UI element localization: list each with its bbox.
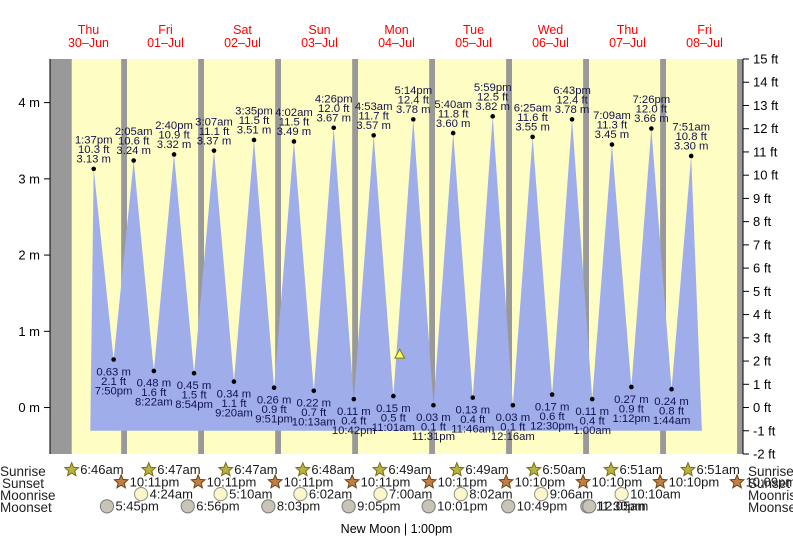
svg-text:3.32 m: 3.32 m bbox=[157, 139, 192, 151]
svg-text:5 ft: 5 ft bbox=[753, 284, 771, 299]
svg-text:6:02am: 6:02am bbox=[309, 486, 352, 501]
svg-text:3.24 m: 3.24 m bbox=[116, 145, 151, 157]
svg-text:8:02am: 8:02am bbox=[469, 486, 512, 501]
svg-text:7:00am: 7:00am bbox=[389, 486, 432, 501]
svg-text:11:46am: 11:46am bbox=[451, 423, 494, 435]
svg-text:01–Jul: 01–Jul bbox=[147, 36, 184, 50]
svg-text:Sat: Sat bbox=[233, 23, 252, 37]
svg-text:3.30 m: 3.30 m bbox=[674, 141, 709, 153]
svg-text:7:50pm: 7:50pm bbox=[95, 385, 133, 397]
svg-text:03–Jul: 03–Jul bbox=[301, 36, 338, 50]
svg-text:3.78 m: 3.78 m bbox=[396, 104, 431, 116]
svg-text:11 ft: 11 ft bbox=[753, 144, 778, 159]
svg-text:10 ft: 10 ft bbox=[753, 168, 779, 183]
svg-text:Thu: Thu bbox=[78, 23, 100, 37]
svg-text:6:46am: 6:46am bbox=[80, 462, 123, 477]
svg-text:0 m: 0 m bbox=[18, 400, 40, 415]
svg-text:02–Jul: 02–Jul bbox=[224, 36, 261, 50]
svg-text:8:22am: 8:22am bbox=[135, 397, 173, 409]
svg-text:6:49am: 6:49am bbox=[388, 462, 431, 477]
svg-text:7 ft: 7 ft bbox=[753, 237, 771, 252]
svg-text:2 ft: 2 ft bbox=[753, 354, 771, 369]
svg-text:Mon: Mon bbox=[384, 23, 408, 37]
svg-text:6 ft: 6 ft bbox=[753, 261, 771, 276]
svg-text:0 ft: 0 ft bbox=[753, 400, 771, 415]
svg-text:6:47am: 6:47am bbox=[234, 462, 277, 477]
svg-text:Sun: Sun bbox=[308, 23, 330, 37]
svg-text:Fri: Fri bbox=[697, 23, 712, 37]
svg-text:13 ft: 13 ft bbox=[753, 98, 779, 113]
svg-text:2 m: 2 m bbox=[18, 248, 40, 263]
svg-text:30–Jun: 30–Jun bbox=[68, 36, 109, 50]
svg-text:5:10am: 5:10am bbox=[229, 486, 272, 501]
svg-text:12 ft: 12 ft bbox=[753, 121, 779, 136]
svg-text:11:01am: 11:01am bbox=[372, 422, 415, 434]
svg-text:1:12pm: 1:12pm bbox=[613, 413, 651, 425]
svg-text:14 ft: 14 ft bbox=[753, 75, 779, 90]
svg-text:6:51am: 6:51am bbox=[619, 462, 662, 477]
svg-text:3 ft: 3 ft bbox=[753, 330, 771, 345]
svg-text:1 ft: 1 ft bbox=[753, 377, 771, 392]
svg-text:-1 ft: -1 ft bbox=[753, 423, 776, 438]
svg-text:-2 ft: -2 ft bbox=[753, 447, 776, 462]
svg-text:6:48am: 6:48am bbox=[311, 462, 354, 477]
svg-text:3.13 m: 3.13 m bbox=[76, 154, 111, 166]
svg-text:04–Jul: 04–Jul bbox=[378, 36, 415, 50]
svg-text:3.45 m: 3.45 m bbox=[595, 129, 630, 141]
svg-text:9:06am: 9:06am bbox=[550, 486, 593, 501]
svg-text:9:20am: 9:20am bbox=[215, 407, 253, 419]
svg-text:3.37 m: 3.37 m bbox=[197, 135, 232, 147]
svg-text:Tue: Tue bbox=[463, 23, 484, 37]
svg-text:3.60 m: 3.60 m bbox=[436, 118, 471, 130]
svg-text:06–Jul: 06–Jul bbox=[532, 36, 569, 50]
svg-text:05–Jul: 05–Jul bbox=[455, 36, 492, 50]
svg-text:3.51 m: 3.51 m bbox=[237, 125, 272, 137]
svg-text:3.49 m: 3.49 m bbox=[277, 126, 312, 138]
svg-text:Thu: Thu bbox=[617, 23, 639, 37]
svg-text:Wed: Wed bbox=[538, 23, 564, 37]
svg-text:1 m: 1 m bbox=[18, 324, 40, 339]
svg-text:4 ft: 4 ft bbox=[753, 307, 771, 322]
svg-text:3.78 m: 3.78 m bbox=[555, 104, 590, 116]
svg-text:4:24am: 4:24am bbox=[150, 486, 193, 501]
svg-text:08–Jul: 08–Jul bbox=[686, 36, 723, 50]
svg-text:6:50am: 6:50am bbox=[542, 462, 585, 477]
svg-text:3.57 m: 3.57 m bbox=[356, 120, 391, 132]
svg-text:8:54pm: 8:54pm bbox=[175, 399, 213, 411]
svg-text:10:42pm: 10:42pm bbox=[332, 425, 376, 437]
svg-text:12:16am: 12:16am bbox=[491, 431, 535, 443]
svg-text:3 m: 3 m bbox=[18, 171, 40, 186]
svg-text:1:44am: 1:44am bbox=[653, 415, 691, 427]
svg-text:Fri: Fri bbox=[158, 23, 173, 37]
svg-text:15 ft: 15 ft bbox=[753, 52, 779, 67]
svg-text:8 ft: 8 ft bbox=[753, 214, 771, 229]
svg-text:9 ft: 9 ft bbox=[753, 191, 771, 206]
svg-text:4 m: 4 m bbox=[18, 95, 40, 110]
svg-text:3.82 m: 3.82 m bbox=[475, 101, 510, 113]
svg-text:07–Jul: 07–Jul bbox=[609, 36, 646, 50]
svg-text:6:51am: 6:51am bbox=[696, 462, 739, 477]
svg-text:6:47am: 6:47am bbox=[157, 462, 200, 477]
svg-text:3.55 m: 3.55 m bbox=[515, 122, 550, 134]
svg-text:12:05am: 12:05am bbox=[598, 499, 649, 514]
svg-text:11:31pm: 11:31pm bbox=[412, 431, 455, 443]
svg-text:9:51pm: 9:51pm bbox=[255, 414, 293, 426]
svg-text:6:49am: 6:49am bbox=[465, 462, 508, 477]
svg-text:3.67 m: 3.67 m bbox=[316, 112, 351, 124]
svg-text:12:30pm: 12:30pm bbox=[530, 420, 574, 432]
svg-text:1:00am: 1:00am bbox=[573, 425, 611, 437]
svg-text:3.66 m: 3.66 m bbox=[634, 113, 669, 125]
svg-text:10:13am: 10:13am bbox=[292, 417, 336, 429]
